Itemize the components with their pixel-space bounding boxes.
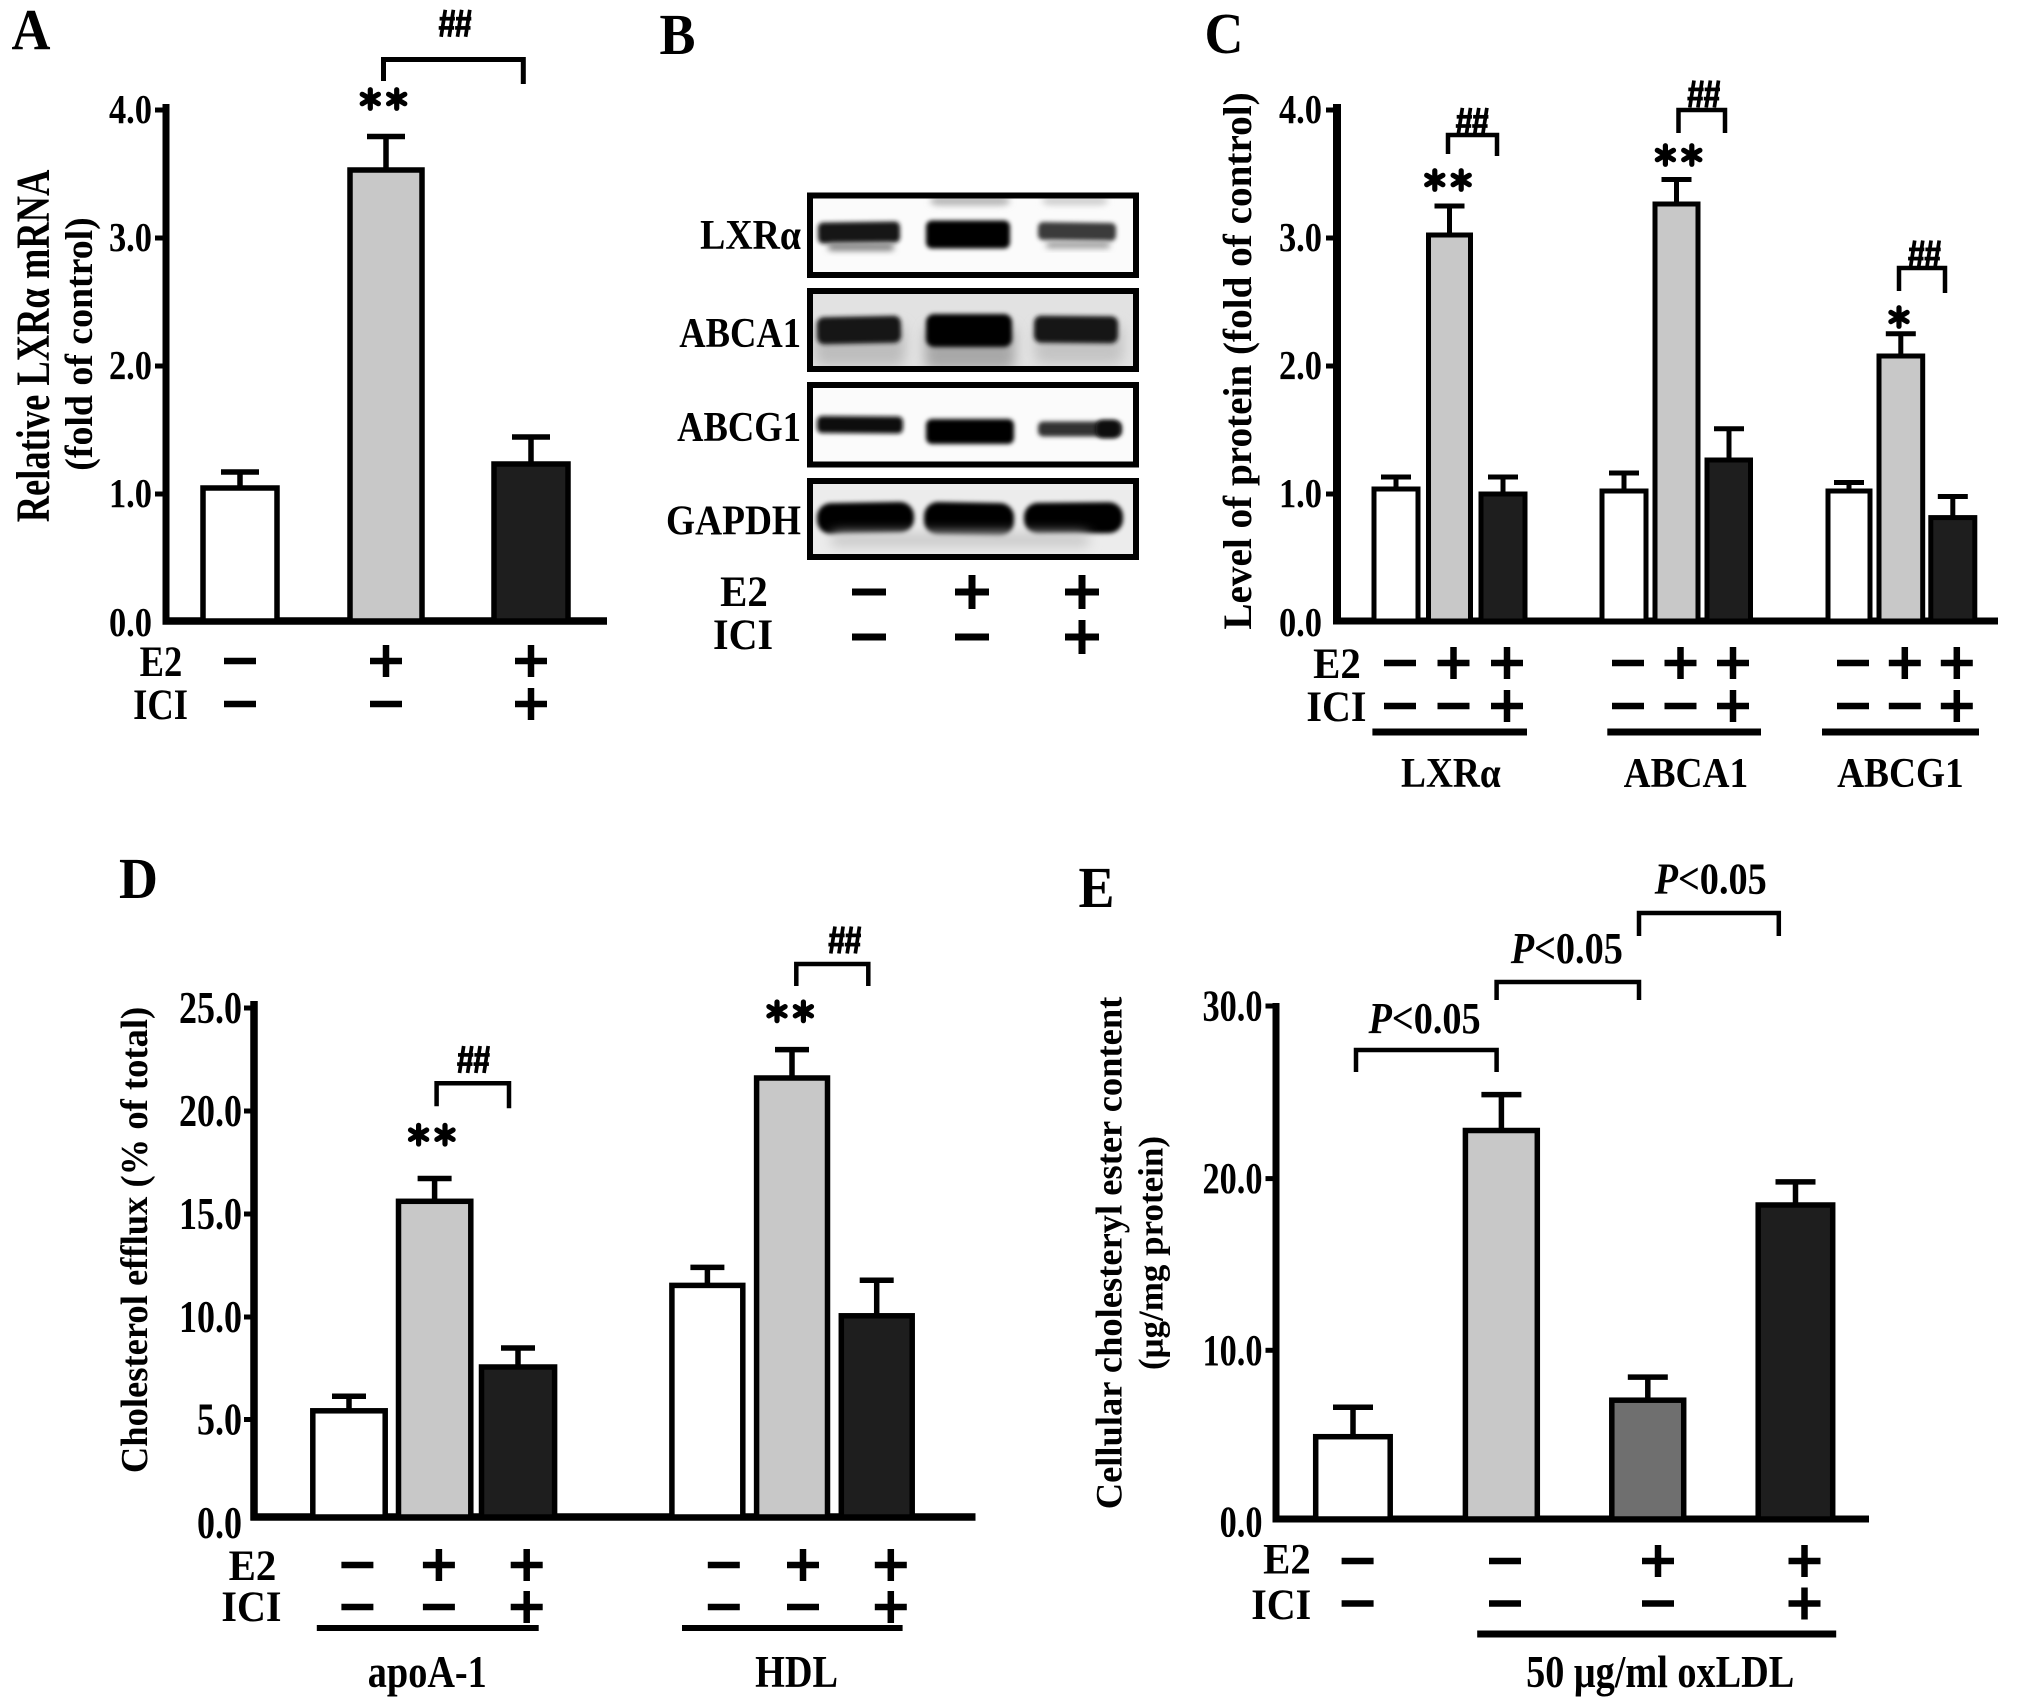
svg-text:0.0: 0.0 — [1220, 1497, 1263, 1546]
svg-text:ICI: ICI — [133, 680, 188, 728]
svg-text:1.0: 1.0 — [109, 471, 152, 516]
svg-text:0.0: 0.0 — [197, 1498, 242, 1548]
svg-text:GAPDH: GAPDH — [666, 498, 801, 544]
svg-text:D: D — [119, 847, 158, 911]
svg-text:Cellular cholesteryl ester con: Cellular cholesteryl ester content — [1089, 997, 1130, 1510]
svg-text:P<0.05: P<0.05 — [1368, 994, 1481, 1043]
svg-text:A: A — [12, 0, 51, 62]
svg-text:E2: E2 — [720, 569, 768, 616]
svg-text:ICI: ICI — [1251, 1581, 1311, 1629]
svg-text:50 μg/ml oxLDL: 50 μg/ml oxLDL — [1526, 1648, 1794, 1698]
svg-text:1.0: 1.0 — [1279, 471, 1322, 516]
svg-text:3.0: 3.0 — [109, 215, 152, 260]
svg-text:E2: E2 — [1263, 1536, 1311, 1583]
svg-text:15.0: 15.0 — [179, 1189, 242, 1239]
svg-text:E2: E2 — [140, 637, 183, 685]
svg-text:ICI: ICI — [221, 1583, 281, 1631]
svg-text:5.0: 5.0 — [197, 1395, 242, 1445]
svg-text:HDL: HDL — [755, 1648, 838, 1698]
svg-text:E: E — [1079, 856, 1115, 920]
svg-text:P<0.05: P<0.05 — [1654, 854, 1767, 903]
svg-text:ABCG1: ABCG1 — [1837, 750, 1964, 796]
svg-text:E2: E2 — [229, 1543, 277, 1590]
svg-text:ABCA1: ABCA1 — [1624, 750, 1749, 796]
svg-text:(μg/mg protein): (μg/mg protein) — [1132, 1136, 1171, 1370]
svg-text:30.0: 30.0 — [1202, 981, 1262, 1030]
svg-text:4.0: 4.0 — [1279, 87, 1322, 132]
svg-text:ABCG1: ABCG1 — [677, 404, 801, 451]
svg-text:LXRα: LXRα — [1401, 750, 1501, 796]
svg-text:25.0: 25.0 — [179, 983, 242, 1033]
svg-text:20.0: 20.0 — [179, 1086, 242, 1136]
svg-text:0.0: 0.0 — [109, 600, 152, 645]
svg-text:Level of protein (fold of con: Level of protein (fold of control) — [1216, 92, 1260, 629]
svg-text:Relative LXRα mRNA: Relative LXRα mRNA — [8, 170, 61, 523]
svg-text:Cholesterol efflux (% of tota: Cholesterol efflux (% of total) — [114, 1007, 156, 1473]
svg-text:B: B — [660, 3, 696, 67]
svg-text:20.0: 20.0 — [1202, 1154, 1262, 1203]
svg-text:ICI: ICI — [713, 611, 773, 659]
svg-text:LXRα: LXRα — [700, 211, 801, 258]
svg-text:2.0: 2.0 — [109, 343, 152, 388]
svg-text:2.0: 2.0 — [1279, 343, 1322, 388]
svg-text:10.0: 10.0 — [179, 1292, 242, 1342]
svg-text:apoA-1: apoA-1 — [368, 1648, 487, 1698]
svg-text:10.0: 10.0 — [1202, 1326, 1262, 1375]
svg-text:ICI: ICI — [1306, 683, 1366, 731]
svg-text:P<0.05: P<0.05 — [1510, 924, 1623, 973]
svg-text:0.0: 0.0 — [1279, 600, 1322, 645]
svg-text:C: C — [1205, 2, 1244, 66]
svg-text:3.0: 3.0 — [1279, 215, 1322, 260]
svg-text:4.0: 4.0 — [109, 87, 152, 132]
svg-text:(fold of control): (fold of control) — [59, 217, 102, 470]
svg-text:ABCA1: ABCA1 — [679, 310, 801, 357]
svg-text:E2: E2 — [1313, 641, 1361, 688]
